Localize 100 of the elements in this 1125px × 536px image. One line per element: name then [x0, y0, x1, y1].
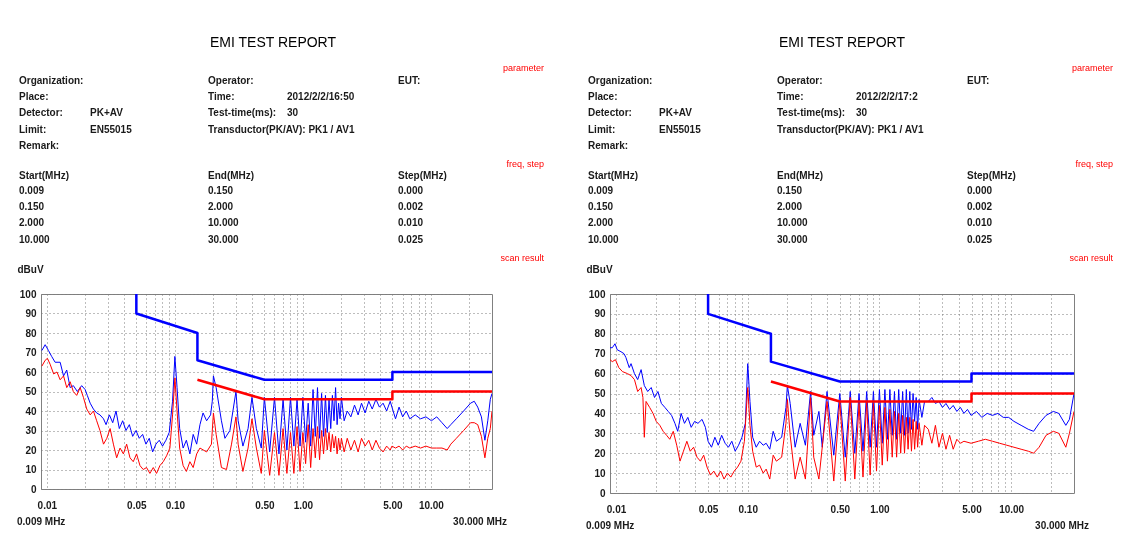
text: Transductor(PK/AV): PK1 / AV1: [777, 124, 924, 135]
text: 0.000: [398, 185, 424, 196]
text: Organization:: [588, 75, 653, 86]
y-tick-label: 40: [594, 407, 606, 419]
text: Start(MHz): [588, 170, 638, 181]
text: 0.150: [208, 185, 234, 196]
text: 0.002: [967, 201, 993, 212]
x-tick-label: 10.00: [418, 499, 445, 511]
text: Operator:: [777, 75, 823, 86]
text: 10.000: [19, 234, 51, 245]
text: Test-time(ms):: [777, 107, 846, 118]
x-tick-label: 0.05: [127, 499, 148, 511]
text: Operator:: [208, 75, 254, 86]
text: 10.000: [208, 217, 240, 228]
y-tick-label: 60: [25, 366, 37, 378]
text: 0.009 MHz: [586, 520, 635, 531]
x-tick-label: 5.00: [383, 499, 404, 511]
y-tick-label: 90: [25, 308, 37, 319]
y-tick-label: 20: [594, 447, 606, 459]
y-tick-label: 30: [25, 425, 37, 436]
text: 0.150: [19, 201, 45, 212]
text: freq, step: [506, 159, 544, 169]
text: 0.009 MHz: [17, 516, 66, 527]
text: scan result: [1069, 253, 1114, 263]
text: 2012/2/2/16:50: [287, 91, 355, 102]
text: 0.150: [777, 185, 803, 196]
y-tick-label: 70: [594, 348, 606, 360]
y-tick-label: 90: [594, 308, 606, 320]
y-tick-label: 100: [588, 288, 606, 300]
text: Time:: [208, 91, 235, 102]
text: Time:: [777, 91, 804, 102]
text: 2012/2/2/17:2: [856, 91, 919, 102]
text: PK+AV: [90, 107, 124, 118]
text: 30.000: [208, 234, 240, 245]
x-tick-label: 10.00: [999, 503, 1025, 515]
text: EMI TEST REPORT: [209, 34, 337, 50]
text: Limit:: [19, 124, 47, 135]
text: 30: [856, 107, 868, 118]
y-tick-label: 80: [25, 327, 37, 339]
text: Detector:: [588, 107, 632, 118]
x-tick-label: 0.01: [606, 503, 627, 515]
text: parameter: [502, 63, 544, 73]
x-tick-label: 0.01: [37, 499, 58, 511]
text: 0.010: [967, 217, 993, 228]
text: 2.000: [19, 217, 45, 228]
text: EN55015: [659, 124, 702, 135]
text: EN55015: [90, 124, 133, 135]
text: 10.000: [777, 217, 809, 228]
text: Test-time(ms):: [208, 107, 277, 118]
y-tick-label: 60: [594, 368, 606, 380]
x-tick-label: 0.10: [738, 503, 759, 515]
text: freq, step: [1075, 159, 1113, 169]
y-tick-label: 0: [599, 487, 606, 499]
text: 0.025: [398, 234, 424, 245]
y-axis-title: dBuV: [586, 263, 613, 275]
x-tick-label: 0.50: [255, 499, 276, 511]
text: Organization:: [19, 75, 84, 86]
x-tick-label: 5.00: [962, 503, 983, 515]
text: 2.000: [777, 201, 803, 212]
x-tick-label: 0.50: [830, 503, 851, 515]
y-tick-label: 80: [594, 328, 606, 340]
text: EUT:: [398, 75, 421, 86]
text: Place:: [588, 91, 618, 102]
text: 0.000: [967, 185, 993, 196]
y-tick-label: 70: [25, 347, 37, 358]
text: EMI TEST REPORT: [778, 34, 906, 50]
text: End(MHz): [777, 170, 824, 181]
x-tick-label: 1.00: [293, 499, 314, 511]
text: Transductor(PK/AV): PK1 / AV1: [208, 124, 355, 135]
text: 2.000: [208, 201, 234, 212]
y-tick-label: 0: [30, 483, 37, 495]
y-axis-title: dBuV: [17, 263, 44, 275]
text: Detector:: [19, 107, 63, 118]
text: 0.010: [398, 217, 424, 228]
text: 30.000 MHz: [453, 516, 507, 527]
text: 30.000 MHz: [1035, 520, 1089, 531]
y-tick-label: 10: [594, 467, 606, 479]
y-tick-label: 50: [594, 388, 606, 399]
text: parameter: [1071, 63, 1113, 73]
text: Start(MHz): [19, 170, 69, 181]
text: Step(MHz): [398, 170, 447, 181]
text: Step(MHz): [967, 170, 1016, 181]
x-tick-label: 0.10: [165, 499, 186, 511]
text: PK+AV: [659, 107, 693, 118]
text: 0.009: [588, 185, 614, 196]
text: 2.000: [588, 217, 614, 228]
text: End(MHz): [208, 170, 255, 181]
y-tick-label: 10: [25, 464, 37, 475]
y-tick-label: 40: [25, 405, 37, 417]
text: scan result: [500, 253, 545, 263]
text: 0.150: [588, 201, 614, 212]
text: Limit:: [588, 124, 616, 135]
x-tick-label: 1.00: [870, 503, 891, 515]
text: 30: [287, 107, 299, 118]
text: Place:: [19, 91, 49, 102]
y-tick-label: 50: [25, 386, 37, 397]
text: 10.000: [588, 234, 620, 245]
y-tick-label: 20: [25, 444, 37, 456]
text: 0.002: [398, 201, 424, 212]
text: Remark:: [19, 140, 60, 151]
